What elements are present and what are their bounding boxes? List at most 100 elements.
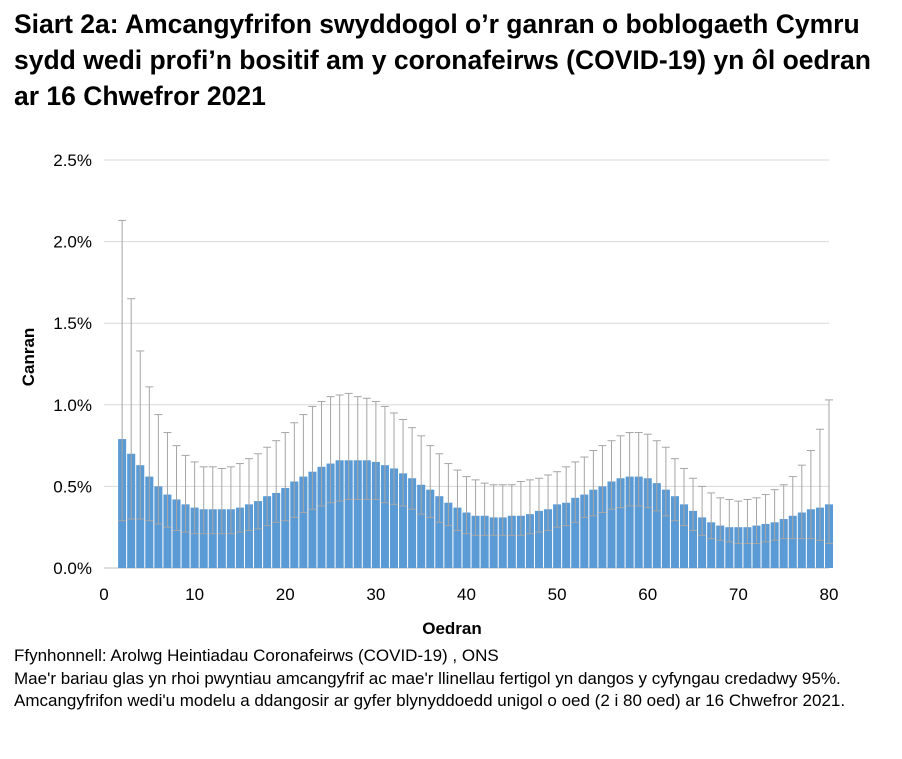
error-bar-age-2 xyxy=(118,219,127,522)
error-bar-age-43 xyxy=(489,484,498,536)
error-bar-age-29 xyxy=(362,397,371,500)
bar-age-19 xyxy=(272,492,281,568)
x-axis-ticks: 0 10 20 30 40 50 60 70 80 xyxy=(99,585,838,604)
bar-age-54 xyxy=(589,489,598,568)
error-bar-age-79 xyxy=(815,428,824,541)
x-tick-label: 20 xyxy=(276,585,295,604)
error-bar-age-39 xyxy=(453,469,462,531)
y-tick-label: 2.5% xyxy=(53,151,92,170)
error-bar-age-19 xyxy=(272,440,281,523)
error-bar-age-4 xyxy=(136,350,145,520)
chart: 0.0% 0.5% 1.0% 1.5% 2.0% 2.5% 0 10 20 30 40 50 60 70… xyxy=(19,151,838,638)
error-bar-age-57 xyxy=(616,435,625,509)
error-bar-age-46 xyxy=(516,481,525,536)
error-bar-age-22 xyxy=(299,414,308,514)
bar-age-66 xyxy=(698,517,707,568)
error-bar-age-28 xyxy=(353,396,362,500)
bar-age-76 xyxy=(788,515,797,568)
y-tick-label: 0.0% xyxy=(53,559,92,578)
bar-age-51 xyxy=(562,502,571,568)
error-bar-age-5 xyxy=(145,386,154,522)
chart-title: Siart 2a: Amcangyfrifon swyddogol o’r ga… xyxy=(14,9,871,111)
y-tick-label: 1.0% xyxy=(53,396,92,415)
error-bar-age-58 xyxy=(625,432,634,507)
x-tick-label: 40 xyxy=(457,585,476,604)
bar-age-30 xyxy=(371,461,380,568)
bar-age-67 xyxy=(707,522,716,568)
x-axis-label: Oedran xyxy=(422,619,482,638)
error-bar-age-15 xyxy=(235,463,244,533)
bar-age-72 xyxy=(752,525,761,568)
bar-age-22 xyxy=(299,476,308,568)
error-bar-age-33 xyxy=(399,418,408,507)
error-bar-age-77 xyxy=(797,464,806,540)
error-bar-age-38 xyxy=(444,463,453,527)
error-bar-age-65 xyxy=(689,477,698,531)
bar-age-38 xyxy=(444,502,453,568)
error-bar-age-9 xyxy=(181,454,190,533)
error-bar-age-16 xyxy=(245,458,253,531)
error-bar-age-25 xyxy=(326,396,335,504)
bar-age-26 xyxy=(335,460,344,568)
error-bar-age-62 xyxy=(661,446,670,517)
error-bar-age-73 xyxy=(761,494,770,543)
bar-age-16 xyxy=(244,504,254,568)
bar-age-6 xyxy=(154,486,163,568)
error-bar-age-69 xyxy=(725,498,734,543)
error-bar-age-54 xyxy=(589,449,598,517)
bar-age-25 xyxy=(326,463,335,568)
error-bar-age-14 xyxy=(226,466,235,535)
error-bars xyxy=(118,219,833,545)
bar-age-12 xyxy=(208,509,217,568)
error-bar-age-55 xyxy=(598,445,607,514)
bar-age-64 xyxy=(679,504,689,568)
error-bar-age-70 xyxy=(734,500,743,545)
bar-age-21 xyxy=(290,481,299,568)
error-bar-age-51 xyxy=(562,466,571,527)
bar-age-5 xyxy=(145,476,154,568)
error-bar-age-10 xyxy=(190,461,199,535)
bar-age-53 xyxy=(580,494,589,568)
error-bar-age-18 xyxy=(263,446,272,527)
error-bar-age-50 xyxy=(553,471,562,528)
bar-age-29 xyxy=(362,460,371,568)
x-tick-label: 30 xyxy=(366,585,385,604)
error-bar-age-48 xyxy=(535,477,543,533)
source-text: Ffynhonnell: Arolwg Heintiadau Coronafei… xyxy=(14,646,499,665)
error-bar-age-74 xyxy=(770,489,779,541)
error-bar-age-78 xyxy=(806,449,815,540)
bar-age-45 xyxy=(507,515,516,568)
error-bar-age-45 xyxy=(507,484,516,536)
error-bar-age-80 xyxy=(825,399,833,545)
bar-age-40 xyxy=(462,512,471,568)
error-bar-age-36 xyxy=(426,445,435,518)
bar-age-49 xyxy=(544,509,553,568)
error-bar-age-3 xyxy=(127,298,136,520)
error-bar-age-44 xyxy=(498,484,507,536)
bar-age-71 xyxy=(743,527,752,568)
bar-age-74 xyxy=(770,522,779,568)
x-tick-label: 50 xyxy=(548,585,567,604)
error-bar-age-66 xyxy=(698,485,707,536)
bar-age-62 xyxy=(661,489,670,568)
bar-age-20 xyxy=(281,488,290,568)
bar-age-50 xyxy=(553,504,562,568)
bar-age-36 xyxy=(426,489,435,568)
error-bar-age-61 xyxy=(652,440,661,512)
bar-age-75 xyxy=(779,519,788,568)
bar-age-63 xyxy=(670,496,679,568)
x-tick-label: 60 xyxy=(638,585,657,604)
x-tick-label: 80 xyxy=(820,585,839,604)
error-bar-age-56 xyxy=(607,440,616,510)
bar-age-18 xyxy=(263,496,272,568)
error-bar-age-26 xyxy=(335,394,344,502)
chart-footer: Ffynhonnell: Arolwg Heintiadau Coronafei… xyxy=(14,645,894,713)
error-bar-age-67 xyxy=(707,492,716,540)
error-bar-age-75 xyxy=(779,484,788,540)
error-bar-age-23 xyxy=(308,405,317,510)
bar-age-57 xyxy=(616,478,625,568)
bar-age-48 xyxy=(534,510,544,568)
bar-age-31 xyxy=(380,465,389,568)
bar-age-46 xyxy=(516,515,525,568)
bar-age-17 xyxy=(254,501,263,568)
